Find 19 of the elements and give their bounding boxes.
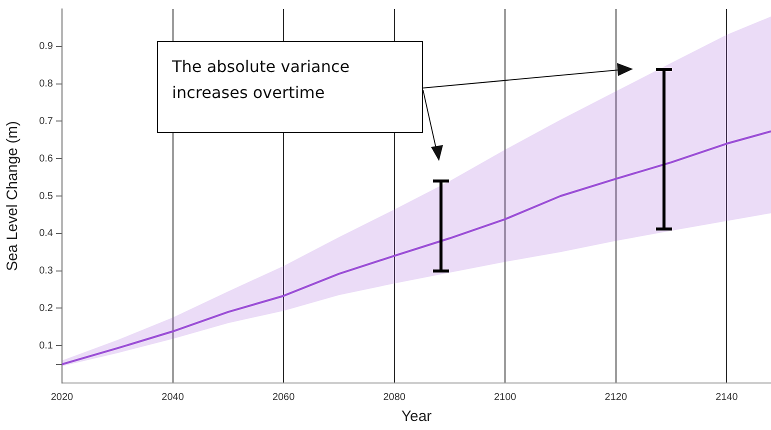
y-tick-label: 0.6 <box>39 153 54 164</box>
x-tick-label: 2140 <box>716 392 738 403</box>
y-tick-label: 0.8 <box>39 78 54 90</box>
y-tick-label: 0.4 <box>39 228 54 240</box>
y-tick-label: 0.7 <box>39 116 54 127</box>
y-tick-label: 0.3 <box>39 266 54 277</box>
x-tick-label: 2020 <box>50 392 74 403</box>
x-tick-label: 2100 <box>494 392 517 403</box>
x-tick-label: 2040 <box>162 392 184 403</box>
y-tick-label: 0.2 <box>39 302 54 314</box>
y-axis-title: Sea Level Change (m) <box>4 120 22 272</box>
y-tick-label: 0.5 <box>39 190 54 202</box>
y-tick-label: 0.1 <box>39 340 54 352</box>
x-axis-title: Year <box>401 408 432 426</box>
annotation: The absolute variance increases overtime <box>172 56 351 104</box>
x-tick-label: 2080 <box>383 392 406 403</box>
x-tick-label: 2060 <box>272 392 296 403</box>
y-tick-label: 0.9 <box>39 41 54 52</box>
x-tick-label: 2120 <box>604 392 628 403</box>
